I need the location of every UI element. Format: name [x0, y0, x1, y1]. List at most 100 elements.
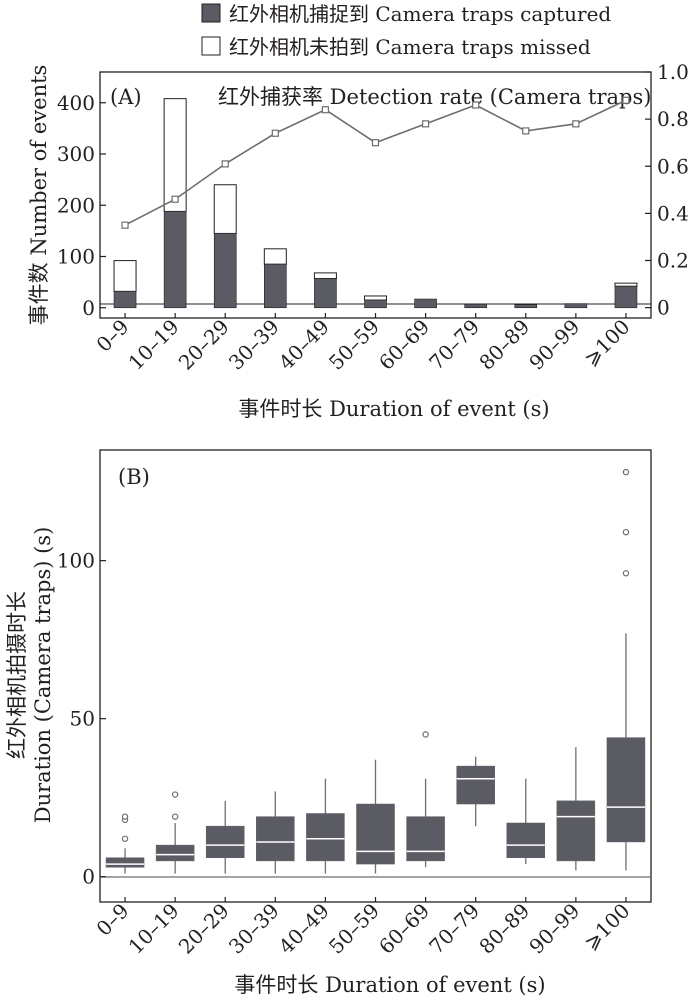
x-tick-label: 10–19 — [124, 899, 184, 959]
y-tick-label: 400 — [57, 91, 95, 115]
y2-tick-label: 0.8 — [657, 107, 689, 131]
x-tick-label: 70–79 — [424, 315, 484, 375]
bar-captured-60-69 — [414, 298, 437, 309]
x-tick-label: 60–69 — [374, 899, 434, 959]
bar-captured-30-39 — [264, 263, 287, 309]
box-70-79 — [456, 756, 495, 827]
y-tick-label: 100 — [57, 549, 95, 573]
panel-b-x-axis: 0–910–1920–2930–3940–4950–5960–6970–7980… — [92, 897, 635, 959]
x-tick-label: 0–9 — [92, 315, 134, 357]
box-iqr — [205, 825, 245, 858]
box-40-49 — [306, 778, 345, 874]
bar-captured-90-99 — [564, 303, 588, 309]
box-iqr — [256, 816, 295, 862]
detection-rate-line — [124, 99, 627, 226]
panel-a: (A) 红外捕获率 Detection rate (Camera traps) … — [27, 60, 689, 421]
box-outlier — [622, 570, 630, 577]
panel-a-title: 红外捕获率 Detection rate (Camera traps) — [218, 85, 651, 109]
box-iqr — [506, 822, 546, 858]
panel-a-bars — [113, 98, 638, 309]
box-20-29 — [205, 800, 245, 874]
legend-swatch-missed — [201, 36, 221, 56]
box-outlier — [622, 468, 630, 476]
detection-rate-point-100 — [622, 96, 630, 104]
detection-rate-point-0-9 — [121, 221, 129, 229]
box-iqr — [155, 844, 195, 862]
legend-label-captured: 红外相机捕捉到 Camera traps captured — [229, 2, 611, 26]
bar-missed-0-9 — [113, 260, 137, 292]
x-tick-label: 90–99 — [524, 899, 584, 959]
box-outlier — [121, 813, 129, 820]
box-60-69 — [406, 731, 445, 868]
bar-missed-40-49 — [313, 272, 337, 280]
box-outlier — [622, 528, 630, 536]
x-tick-label: ⩾100 — [579, 899, 635, 955]
panel-a-left-axis: 0 100 200 300 400 — [57, 91, 106, 320]
bar-missed-20-29 — [213, 184, 237, 234]
legend-label-missed: 红外相机未拍到 Camera traps missed — [229, 35, 591, 59]
box-iqr — [456, 765, 495, 805]
bar-captured-100 — [614, 285, 638, 309]
y-tick-label: 0 — [82, 296, 95, 320]
x-tick-label: 50–59 — [324, 315, 384, 375]
box-outlier — [171, 813, 179, 820]
box-iqr — [105, 857, 145, 868]
box-10-19 — [155, 791, 195, 874]
y-tick-label: 0 — [82, 865, 95, 889]
detection-rate-point-80-89 — [522, 127, 530, 135]
box-iqr — [606, 737, 646, 843]
panel-a-xlabel: 事件时长 Duration of event (s) — [238, 397, 549, 421]
bar-captured-80-89 — [514, 304, 538, 309]
x-tick-label: 80–89 — [474, 315, 534, 375]
bar-captured-50-59 — [364, 299, 387, 309]
x-tick-label: 40–49 — [274, 315, 334, 375]
panel-b-xlabel: 事件时长 Duration of event (s) — [234, 973, 545, 997]
box-outlier — [422, 731, 429, 738]
x-tick-label: 0–9 — [92, 899, 134, 941]
legend: 红外相机捕捉到 Camera traps captured 红外相机未拍到 Ca… — [201, 2, 611, 59]
legend-swatch-captured — [201, 3, 221, 23]
box-0-9 — [105, 813, 145, 874]
x-tick-label: 30–39 — [224, 899, 284, 959]
panel-a-x-axis: 0–910–1920–2930–3940–4950–5960–6970–7980… — [92, 313, 635, 375]
panel-b-y-axis: 0 50 100 — [57, 549, 106, 889]
detection-rate-point-50-59 — [371, 139, 380, 147]
panel-b-label: (B) — [118, 465, 150, 489]
detection-rate-point-30-39 — [271, 129, 279, 137]
x-tick-label: 50–59 — [324, 899, 384, 959]
box-iqr — [356, 803, 395, 865]
box-30-39 — [256, 791, 295, 874]
panel-a-label: (A) — [110, 85, 142, 109]
panel-b-ylabel-line-1: 红外相机拍摄时长 — [5, 591, 29, 759]
y2-tick-label: 0.4 — [657, 201, 689, 225]
box-90-99 — [556, 747, 596, 871]
y-tick-label: 50 — [70, 707, 95, 731]
box-iqr — [406, 816, 445, 862]
detection-rate-point-60-69 — [421, 120, 430, 128]
bar-captured-10-19 — [163, 211, 187, 309]
x-tick-label: ⩾100 — [579, 315, 635, 371]
x-tick-label: 70–79 — [424, 899, 484, 959]
x-tick-label: 40–49 — [274, 899, 334, 959]
box-outlier — [121, 835, 129, 842]
panel-a-detection-line — [121, 96, 630, 229]
bar-captured-20-29 — [213, 233, 237, 309]
panel-b-boxes — [105, 468, 646, 874]
y2-tick-label: 0.2 — [657, 249, 689, 273]
box-50-59 — [356, 759, 395, 874]
x-tick-label: 30–39 — [224, 315, 284, 375]
x-tick-label: 20–29 — [174, 315, 234, 375]
detection-rate-point-70-79 — [472, 101, 480, 109]
detection-rate-point-10-19 — [171, 195, 179, 203]
x-tick-label: 90–99 — [524, 315, 584, 375]
box-100 — [606, 468, 646, 871]
box-80-89 — [506, 778, 546, 865]
x-tick-label: 60–69 — [374, 315, 434, 375]
x-tick-label: 20–29 — [174, 899, 234, 959]
y2-tick-label: 0.6 — [657, 154, 689, 178]
detection-rate-point-90-99 — [572, 120, 580, 128]
bar-captured-0-9 — [113, 291, 137, 309]
y2-tick-label: 1.0 — [657, 60, 689, 84]
detection-rate-point-20-29 — [221, 160, 229, 168]
